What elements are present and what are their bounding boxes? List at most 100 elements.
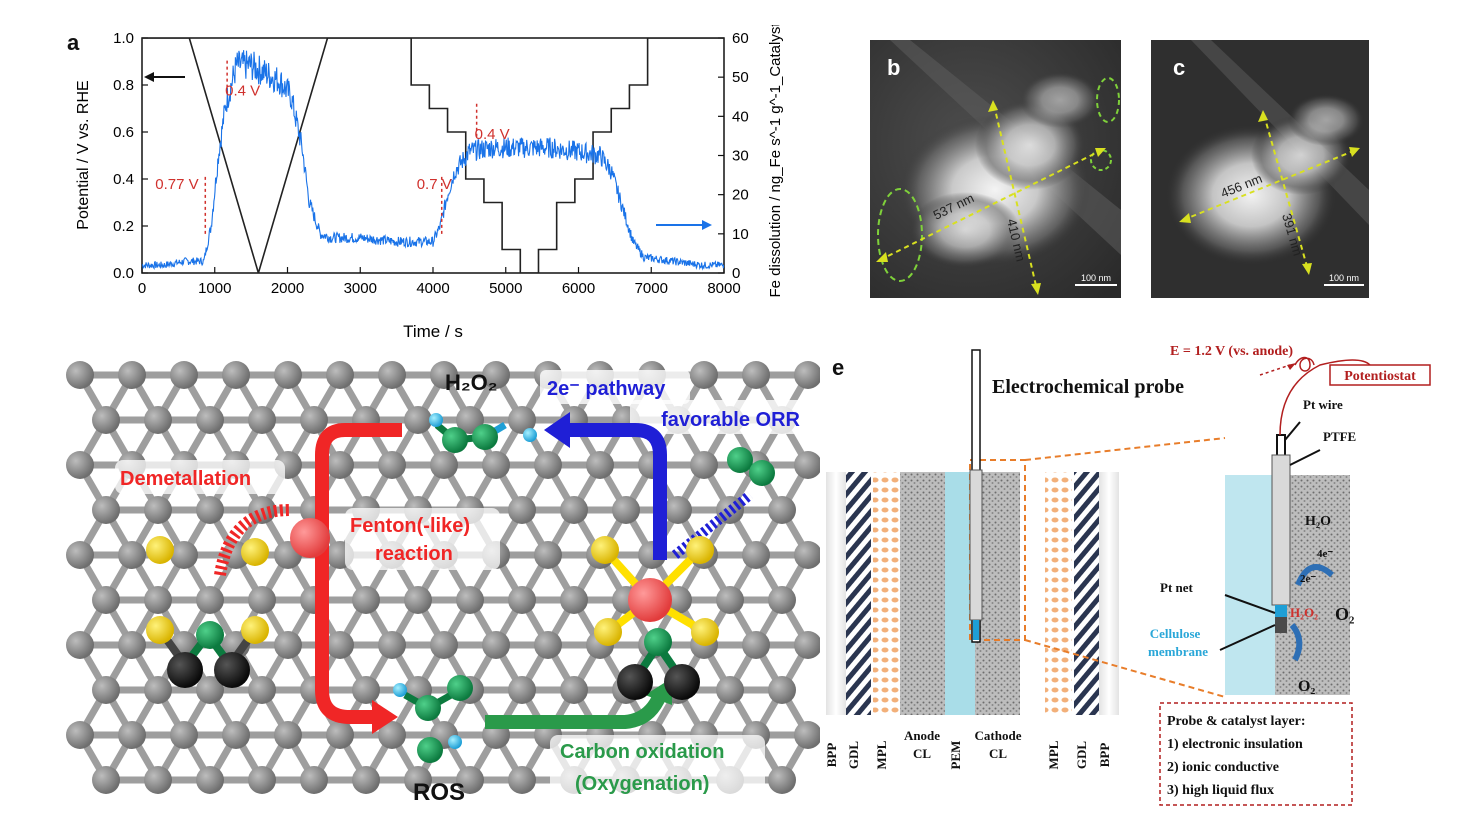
a-xtick-label: 8000 [707,280,740,297]
e-label-ptfe: PTFE [1323,429,1356,444]
lattice-atom [274,361,302,389]
layer-label: Anode [904,728,940,743]
lattice-atom [170,541,198,569]
lattice-atom [508,766,536,794]
d-label-favorable: favorable ORR [661,409,800,431]
h2o2-molecule [429,413,537,453]
lattice-atom [404,766,432,794]
lattice-atom [92,496,120,524]
lattice-atom [248,766,276,794]
lattice-atom [430,361,458,389]
lattice-atom [586,451,614,479]
d-label-demetallation: Demetallation [120,468,251,490]
lattice-atom [508,586,536,614]
lattice-atom [794,721,820,749]
lattice-atom [66,451,94,479]
lattice-atom [378,631,406,659]
a-ytick-left-label: 0.4 [113,171,134,188]
ros-molecule-2 [417,735,462,763]
o2-approach-dash [671,491,754,559]
layer-label: BPP [824,743,839,768]
red-arrowhead-icon [372,700,398,734]
green-pathway-arrow [485,692,667,729]
lattice-atom [742,541,770,569]
lattice-atom [456,766,484,794]
e-label-cellulose-2: membrane [1148,644,1208,659]
a-ytick-left-label: 0.0 [113,265,134,282]
layer-label: GDL [846,741,861,770]
lattice-atom [690,451,718,479]
lattice-atom [326,631,354,659]
lattice-atom [92,766,120,794]
lattice-atom [170,721,198,749]
a-ytick-left-label: 0.6 [113,124,134,141]
lattice-atom [742,631,770,659]
a-ytick-left-label: 0.8 [113,77,134,94]
lattice-atom [560,496,588,524]
probe-legend-box [1159,702,1353,806]
lattice-atom [794,361,820,389]
lattice-atom [664,586,692,614]
a-xtick-label: 2000 [271,280,304,297]
a-ytick-right-label: 50 [732,69,749,86]
lattice-atom [274,721,302,749]
right-axis-arrow-icon [656,220,712,230]
layer-label: BPP [1097,743,1112,768]
lattice-atom [612,496,640,524]
legend-line-0: Probe & catalyst layer: [1167,714,1306,729]
lattice-atom [222,721,250,749]
lattice-atom [92,676,120,704]
a-ytick-right-label: 0 [732,265,740,282]
scheme-d: H₂O₂ 2e⁻ pathway favorable ORR Demetalla… [66,361,820,807]
red-pathway-arrow [315,423,402,724]
lattice-atom [144,766,172,794]
e-label-o2-right: O₂ [1335,604,1354,624]
a-series-potential [142,38,724,273]
e-label-potentiostat: Potentiostat [1344,369,1416,384]
d-label-carbon-1: Carbon oxidation [560,741,724,763]
layer-label: PEM [948,741,963,770]
lattice-atom [66,361,94,389]
a-xtick-label: 0 [138,280,146,297]
lattice-atom [690,361,718,389]
a-ytick-left-label: 1.0 [113,30,134,47]
e-label-2e: 2e⁻ [1300,573,1316,585]
epoxide-right [617,628,700,700]
a-annotation: 0.4 V [475,126,510,143]
scale-bar-c-label: 100 nm [1329,273,1359,283]
lattice-atom [352,586,380,614]
lattice-atom [664,496,692,524]
lattice-atom [768,586,796,614]
d-label-h2o2: H₂O₂ [445,370,498,395]
lattice-atom [560,586,588,614]
e-label-h2o2: H₂O₂ [1290,605,1318,620]
lattice-atom [456,586,484,614]
a-ytick-right-label: 60 [732,30,749,47]
lattice-atom [508,676,536,704]
lattice-atom [404,586,432,614]
a-xtick-label: 3000 [344,280,377,297]
left-n-atom-1 [146,536,174,564]
a-ylabel-left: Potential / V vs. RHE [75,80,92,229]
fe-atom-leaving [290,518,330,558]
blue-pathway-arrow [570,423,667,560]
lattice-atom [508,406,536,434]
fe-n4-site [591,536,719,646]
a-annotation: 0.4 V [225,83,260,100]
lattice-atom [378,361,406,389]
layer-label: MPL [874,740,889,769]
lattice-atom [768,766,796,794]
a-ytick-left-label: 0.2 [113,218,134,235]
a-xtick-label: 4000 [416,280,449,297]
scheme-e: Electrochemical probe E = 1.2 V (vs. ano… [824,344,1431,806]
d-label-ros: ROS [413,779,465,806]
lattice-atom [118,361,146,389]
lattice-atom [560,676,588,704]
lattice-atom [352,766,380,794]
legend-line-2: 2) ionic conductive [1167,760,1279,775]
a-annotation: 0.77 V [155,176,198,193]
lattice-atom [768,676,796,704]
scale-bar-b-label: 100 nm [1081,273,1111,283]
lattice-atom [794,451,820,479]
epoxide-left [146,616,269,688]
